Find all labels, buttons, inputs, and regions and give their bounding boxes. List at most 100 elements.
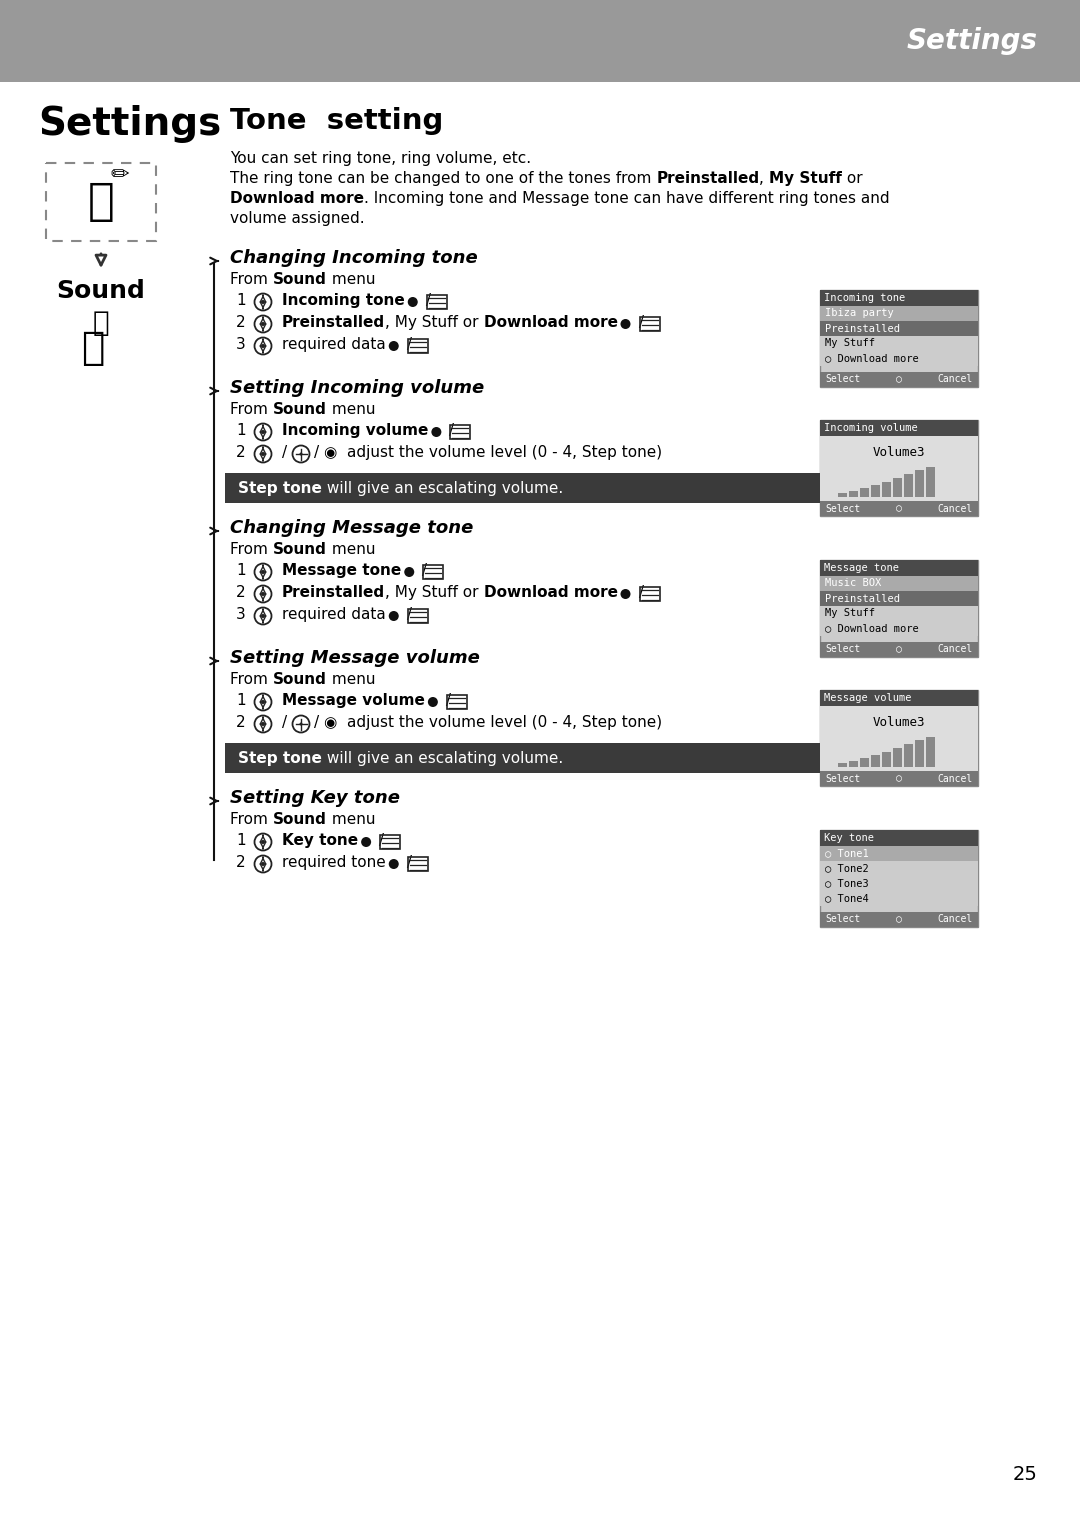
Circle shape [261,862,265,866]
Text: Preinstalled: Preinstalled [825,593,900,604]
Bar [820,891,978,906]
Text: 2: 2 [237,315,245,330]
Text: Sound: Sound [273,811,326,827]
Bar [639,587,660,601]
Circle shape [261,322,265,325]
Bar [820,876,978,891]
Text: ○: ○ [896,504,902,513]
Text: 1: 1 [237,694,245,707]
Text: Sound: Sound [273,272,326,287]
Text: From: From [230,672,273,688]
Text: Incoming volume: Incoming volume [824,423,918,432]
Text: Message volume: Message volume [824,694,912,703]
Bar [0,0,1080,83]
Text: Download more: Download more [484,585,618,601]
Bar [820,706,978,772]
Circle shape [408,296,418,307]
Text: Changing Incoming tone: Changing Incoming tone [230,249,477,267]
Text: From: From [230,272,273,287]
Text: /: / [402,338,411,351]
Bar [893,478,902,497]
Bar [820,321,978,336]
Text: /: / [402,856,411,869]
Bar [904,744,913,767]
Text: menu: menu [326,542,375,558]
Text: ✏️: ✏️ [110,165,130,185]
Bar [820,591,978,607]
Bar [820,642,978,657]
Bar [860,487,869,497]
Bar [820,336,978,351]
Text: , My Stuff or: , My Stuff or [386,585,484,601]
Text: /: / [634,315,644,330]
Text: Settings: Settings [907,28,1038,55]
Text: 25: 25 [1013,1465,1038,1484]
Text: Download more: Download more [230,191,364,206]
Text: required data: required data [282,338,386,351]
Bar [225,743,825,773]
Text: Sound: Sound [273,402,326,417]
Text: Sound: Sound [273,542,326,558]
Circle shape [261,452,265,455]
Circle shape [299,723,302,726]
Text: 🎵: 🎵 [93,309,109,338]
Bar [450,425,471,439]
Bar [820,420,978,516]
Text: /: / [421,293,431,309]
Text: Key tone: Key tone [824,833,874,843]
Bar [849,761,858,767]
Text: Music BOX: Music BOX [825,579,881,588]
Bar [820,691,978,706]
Bar [447,695,467,709]
Text: . Incoming tone and Message tone can have different ring tones and: . Incoming tone and Message tone can hav… [364,191,890,206]
Text: Cancel: Cancel [937,374,973,385]
Text: Preinstalled: Preinstalled [282,315,386,330]
Text: You can set ring tone, ring volume, etc.: You can set ring tone, ring volume, etc. [230,151,531,167]
Text: From: From [230,811,273,827]
Bar [838,762,847,767]
Bar [46,163,156,241]
Text: ○: ○ [896,645,902,654]
Bar [820,576,978,591]
Text: ○ Download more: ○ Download more [825,623,919,634]
Circle shape [361,837,372,847]
Text: Message tone: Message tone [282,562,402,578]
Bar [860,758,869,767]
Text: /: / [441,694,450,707]
Bar [926,468,935,497]
Text: menu: menu [326,811,375,827]
Bar [882,481,891,497]
Text: 3: 3 [237,338,246,351]
Text: 1: 1 [237,423,245,439]
Text: Incoming volume: Incoming volume [282,423,429,439]
Bar [820,772,978,785]
Text: From: From [230,402,273,417]
Text: 1: 1 [237,293,245,309]
Bar [820,501,978,516]
Bar [820,607,978,620]
Circle shape [389,341,399,351]
Bar [408,857,428,871]
Bar [820,830,978,847]
Text: Setting Message volume: Setting Message volume [230,649,480,668]
Bar [427,295,447,309]
Text: Message volume: Message volume [282,694,424,707]
Bar [820,290,978,306]
Text: Volume3: Volume3 [873,446,926,458]
Text: /: / [417,562,428,578]
Text: ○: ○ [896,374,902,385]
Text: Preinstalled: Preinstalled [282,585,386,601]
Text: 2: 2 [237,856,245,869]
Bar [820,290,978,387]
Bar [915,471,924,497]
Bar [820,306,978,321]
Text: My Stuff: My Stuff [825,339,875,348]
Text: My Stuff: My Stuff [769,171,842,186]
Circle shape [431,426,442,437]
Text: / ◉  adjust the volume level (0 - 4, Step tone): / ◉ adjust the volume level (0 - 4, Step… [314,715,662,730]
Text: My Stuff: My Stuff [825,608,875,619]
Text: 📱: 📱 [81,329,105,367]
Circle shape [261,840,265,843]
Circle shape [428,697,437,707]
Text: Cancel: Cancel [937,645,973,654]
